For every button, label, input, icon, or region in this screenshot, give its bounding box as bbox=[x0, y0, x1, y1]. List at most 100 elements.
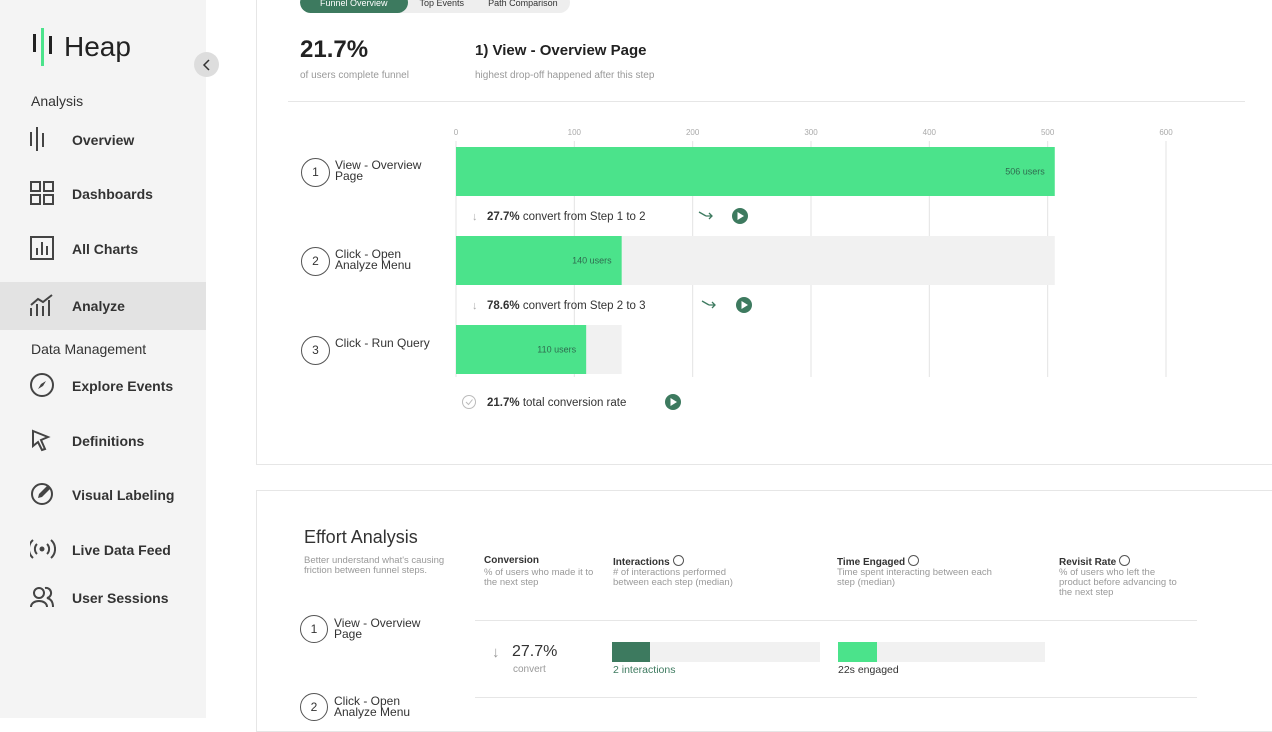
info-icon[interactable] bbox=[1119, 555, 1131, 566]
step-number: 1 bbox=[301, 157, 330, 187]
nav-item[interactable]: Live Data Feed bbox=[0, 526, 206, 574]
conversion-rate: 27.7% bbox=[512, 643, 558, 660]
step-label: Click - Open Analyze Menu bbox=[335, 246, 412, 272]
summary-rate: 21.7% bbox=[300, 36, 369, 63]
tab[interactable]: Top Events bbox=[419, 0, 465, 8]
step-label: Click - Run Query bbox=[335, 335, 430, 350]
bar-label: 506 users bbox=[1005, 167, 1045, 177]
conversion-text: 78.6% convert from Step 2 to 3 bbox=[487, 300, 646, 312]
summary-step-caption: highest drop-off happened after this ste… bbox=[475, 70, 655, 81]
time-bar bbox=[838, 642, 877, 662]
nav-item[interactable]: Dashboards bbox=[0, 170, 206, 218]
funnel-chart: 0 100 200 300 400 500 600 506 users 140 users 110… bbox=[454, 128, 1173, 410]
nav-icon bbox=[30, 236, 54, 260]
summary-step: 1) View - Overview Page bbox=[475, 42, 647, 59]
summary-rate-caption: of users complete funnel bbox=[300, 70, 409, 81]
column-description: Time spent interacting between each step… bbox=[837, 567, 992, 588]
column-description: % of users who made it to the next step bbox=[484, 567, 594, 588]
nav-item[interactable]: Analyze bbox=[0, 282, 206, 330]
conversion-label: convert from Step 1 to 2 bbox=[523, 211, 646, 223]
bar-label: 110 users bbox=[537, 345, 576, 355]
down-arrow: ↓ bbox=[472, 211, 478, 223]
arrow-icon bbox=[698, 211, 713, 220]
step-label: View - Overview Page bbox=[334, 616, 421, 641]
section-title: Analysis bbox=[31, 93, 84, 109]
tab[interactable]: Path Comparison bbox=[488, 0, 558, 8]
bar bbox=[456, 325, 587, 374]
info-icon[interactable] bbox=[908, 555, 920, 566]
step-number: 1 bbox=[300, 615, 328, 643]
nav-label: Definitions bbox=[72, 433, 145, 449]
nav-item[interactable]: Explore Events bbox=[0, 362, 206, 410]
section-title: Data Management bbox=[31, 341, 147, 357]
column-description: % of users who left the product before a… bbox=[1059, 567, 1177, 598]
nav-label: All Charts bbox=[72, 241, 139, 257]
column-title: Revisit Rate bbox=[1059, 555, 1131, 568]
nav-icon bbox=[30, 294, 53, 316]
conversion-label: convert from Step 2 to 3 bbox=[523, 300, 646, 312]
x-tick-label: 600 bbox=[1159, 128, 1173, 137]
x-tick-label: 200 bbox=[686, 128, 700, 137]
tabs: Funnel Overview Top Events Path Comparison bbox=[300, 0, 570, 13]
nav-item[interactable]: Definitions bbox=[0, 417, 206, 465]
divider bbox=[475, 697, 1197, 698]
nav-icon bbox=[31, 483, 53, 505]
nav-item[interactable]: User Sessions bbox=[0, 574, 206, 622]
nav-icon bbox=[30, 127, 44, 151]
nav-label: Overview bbox=[72, 132, 135, 148]
column-description: # of interactions performed between each… bbox=[613, 567, 733, 588]
sidebar: Heap Analysis Overview Dashboards All Chart… bbox=[0, 0, 219, 718]
divider bbox=[288, 101, 1245, 102]
x-tick-label: 100 bbox=[568, 128, 582, 137]
divider bbox=[475, 620, 1197, 621]
nav-icon bbox=[30, 181, 54, 205]
nav-icon bbox=[30, 586, 54, 608]
time-track bbox=[838, 642, 1045, 662]
nav-item[interactable]: Visual Labeling bbox=[0, 471, 206, 519]
conversion-text: 21.7% total conversion rate bbox=[487, 397, 626, 409]
bar bbox=[456, 236, 622, 285]
play-icon bbox=[741, 301, 748, 309]
check-icon bbox=[462, 395, 476, 409]
step-label: Click - Open Analyze Menu bbox=[334, 694, 411, 719]
effort-description: Better understand what's causing frictio… bbox=[304, 555, 445, 576]
nav-label: Live Data Feed bbox=[72, 542, 171, 558]
nav-icon bbox=[30, 539, 56, 559]
conversion-caption: convert bbox=[513, 664, 546, 675]
column-title: Conversion bbox=[484, 555, 540, 566]
conversion-rate: 78.6% bbox=[487, 300, 520, 312]
nav-item[interactable]: All Charts bbox=[0, 225, 206, 273]
info-icon[interactable] bbox=[672, 555, 684, 566]
effort-title: Effort Analysis bbox=[304, 527, 418, 547]
effort-card bbox=[256, 490, 1272, 732]
conversion-rate: 27.7% bbox=[487, 211, 520, 223]
play-icon bbox=[670, 398, 677, 406]
collapse-button[interactable] bbox=[194, 52, 219, 77]
check-mark bbox=[465, 399, 473, 406]
step-number: 2 bbox=[301, 246, 330, 276]
interactions-bar bbox=[612, 642, 650, 662]
nav-item[interactable]: Overview bbox=[0, 116, 206, 164]
step-number: 2 bbox=[300, 693, 328, 721]
nav-label: User Sessions bbox=[72, 590, 169, 606]
play-icon bbox=[737, 212, 744, 220]
nav-label: Visual Labeling bbox=[72, 487, 175, 503]
nav-label: Analyze bbox=[72, 298, 125, 314]
nav-label: Dashboards bbox=[72, 186, 153, 202]
funnel-card bbox=[256, 0, 1272, 465]
interactions-track bbox=[612, 642, 820, 662]
column-title: Time Engaged bbox=[837, 555, 920, 568]
bar-label: 140 users bbox=[572, 256, 612, 266]
arrow-icon bbox=[701, 300, 716, 309]
column-title: Interactions bbox=[613, 555, 684, 568]
down-arrow: ↓ bbox=[492, 644, 500, 661]
nav-icon bbox=[30, 373, 54, 397]
x-tick-label: 400 bbox=[923, 128, 937, 137]
tab[interactable]: Funnel Overview bbox=[300, 0, 408, 13]
logo-icon bbox=[33, 28, 52, 66]
nav-icon bbox=[32, 429, 51, 452]
interactions-label[interactable]: 2 interactions bbox=[613, 664, 676, 676]
time-label: 22s engaged bbox=[838, 664, 899, 676]
x-tick-label: 300 bbox=[804, 128, 818, 137]
